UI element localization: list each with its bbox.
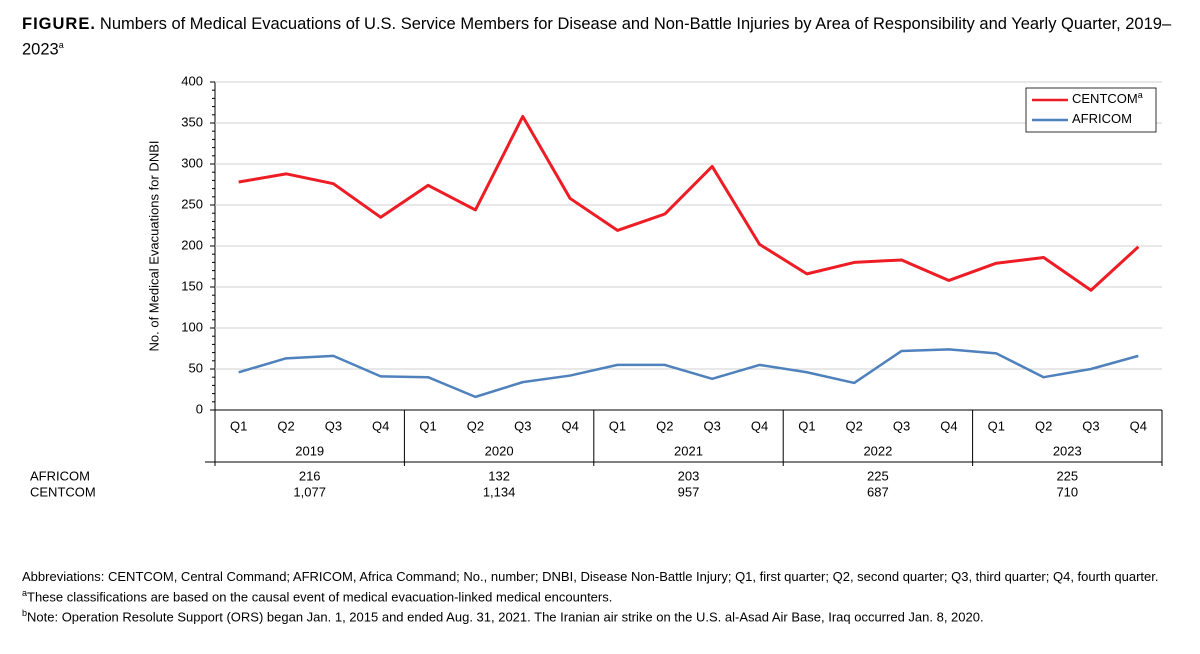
x-group-label: 2022 [863, 443, 892, 458]
total-value: 957 [678, 484, 700, 499]
series-line [238, 114, 1140, 292]
y-tick-label: 150 [181, 278, 203, 293]
x-tick-label: Q2 [1035, 418, 1052, 433]
legend-entry: AFRICOM [1072, 111, 1132, 126]
x-group-label: 2021 [674, 443, 703, 458]
legend-box [1025, 87, 1157, 133]
x-tick-label: Q2 [656, 418, 673, 433]
total-value: 225 [867, 468, 889, 483]
total-value: 203 [678, 468, 700, 483]
abbreviations: Abbreviations: CENTCOM, Central Command;… [22, 569, 1159, 584]
title-block: FIGURE. Numbers of Medical Evacuations of… [22, 14, 1187, 61]
x-tick-label: Q1 [419, 418, 436, 433]
total-value: 687 [867, 484, 889, 499]
footnote-marker: a [22, 588, 28, 598]
legend-label: CENTCOM [1072, 91, 1138, 106]
footnote-text: Note: Operation Resolute Support (ORS) b… [27, 609, 984, 625]
legend-entry: CENTCOMa [1072, 90, 1143, 106]
x-tick-label: Q4 [1130, 418, 1147, 433]
total-value: 710 [1056, 484, 1078, 499]
x-tick-label: Q3 [893, 418, 910, 433]
totals-row-label: CENTCOM [30, 484, 96, 499]
x-tick-label: Q1 [988, 418, 1005, 433]
x-group-label: 2023 [1053, 443, 1082, 458]
y-tick-label: 350 [181, 114, 203, 129]
x-tick-label: Q3 [704, 418, 721, 433]
legend-label: AFRICOM [1072, 111, 1132, 126]
y-tick-label: 400 [181, 73, 203, 88]
footnote: bNote: Operation Resolute Support (ORS) … [22, 605, 1172, 625]
footnote: aThese classifications are based on the … [22, 585, 1172, 605]
x-tick-label: Q2 [277, 418, 294, 433]
series-line [238, 348, 1139, 399]
x-tick-label: Q3 [514, 418, 531, 433]
x-tick-label: Q2 [467, 418, 484, 433]
x-tick-label: Q3 [325, 418, 342, 433]
chart: 0 50 100 150 200 250 300 350 400 No. of Medical E… [30, 73, 1163, 499]
x-tick-label: Q1 [798, 418, 815, 433]
y-tick-label: 250 [181, 196, 203, 211]
totals-row-label: AFRICOM [30, 468, 90, 483]
x-tick-label: Q4 [372, 418, 389, 433]
x-tick-label: Q1 [609, 418, 626, 433]
chart-title: Numbers of Medical Evacuations of U.S. S… [22, 15, 1172, 59]
y-tick-label: 50 [189, 360, 203, 375]
y-tick-label: 300 [181, 155, 203, 170]
title-prefix: FIGURE. [22, 15, 96, 33]
x-tick-label: Q4 [751, 418, 768, 433]
legend-marker: a [1138, 90, 1143, 100]
total-value: 216 [299, 468, 321, 483]
x-tick-label: Q3 [1082, 418, 1099, 433]
x-tick-label: Q4 [940, 418, 957, 433]
x-tick-label: Q1 [230, 418, 247, 433]
footnote-text: These classifications are based on the c… [27, 589, 613, 605]
title-marker: a [58, 40, 64, 50]
y-tick-label: 200 [181, 237, 203, 252]
total-value: 1,077 [293, 484, 326, 499]
notes: Abbreviations: CENTCOM, Central Command;… [22, 569, 1172, 626]
total-value: 132 [488, 468, 510, 483]
x-group-label: 2020 [485, 443, 514, 458]
x-tick-label: Q2 [846, 418, 863, 433]
footnote-marker: b [22, 608, 28, 619]
total-value: 1,134 [483, 484, 516, 499]
y-axis-label: No. of Medical Evacuations for DNBI [146, 141, 161, 352]
x-tick-label: Q4 [561, 418, 578, 433]
y-tick-label: 0 [196, 401, 203, 416]
y-tick-label: 100 [181, 319, 203, 334]
total-value: 225 [1056, 468, 1078, 483]
x-group-label: 2019 [295, 443, 324, 458]
